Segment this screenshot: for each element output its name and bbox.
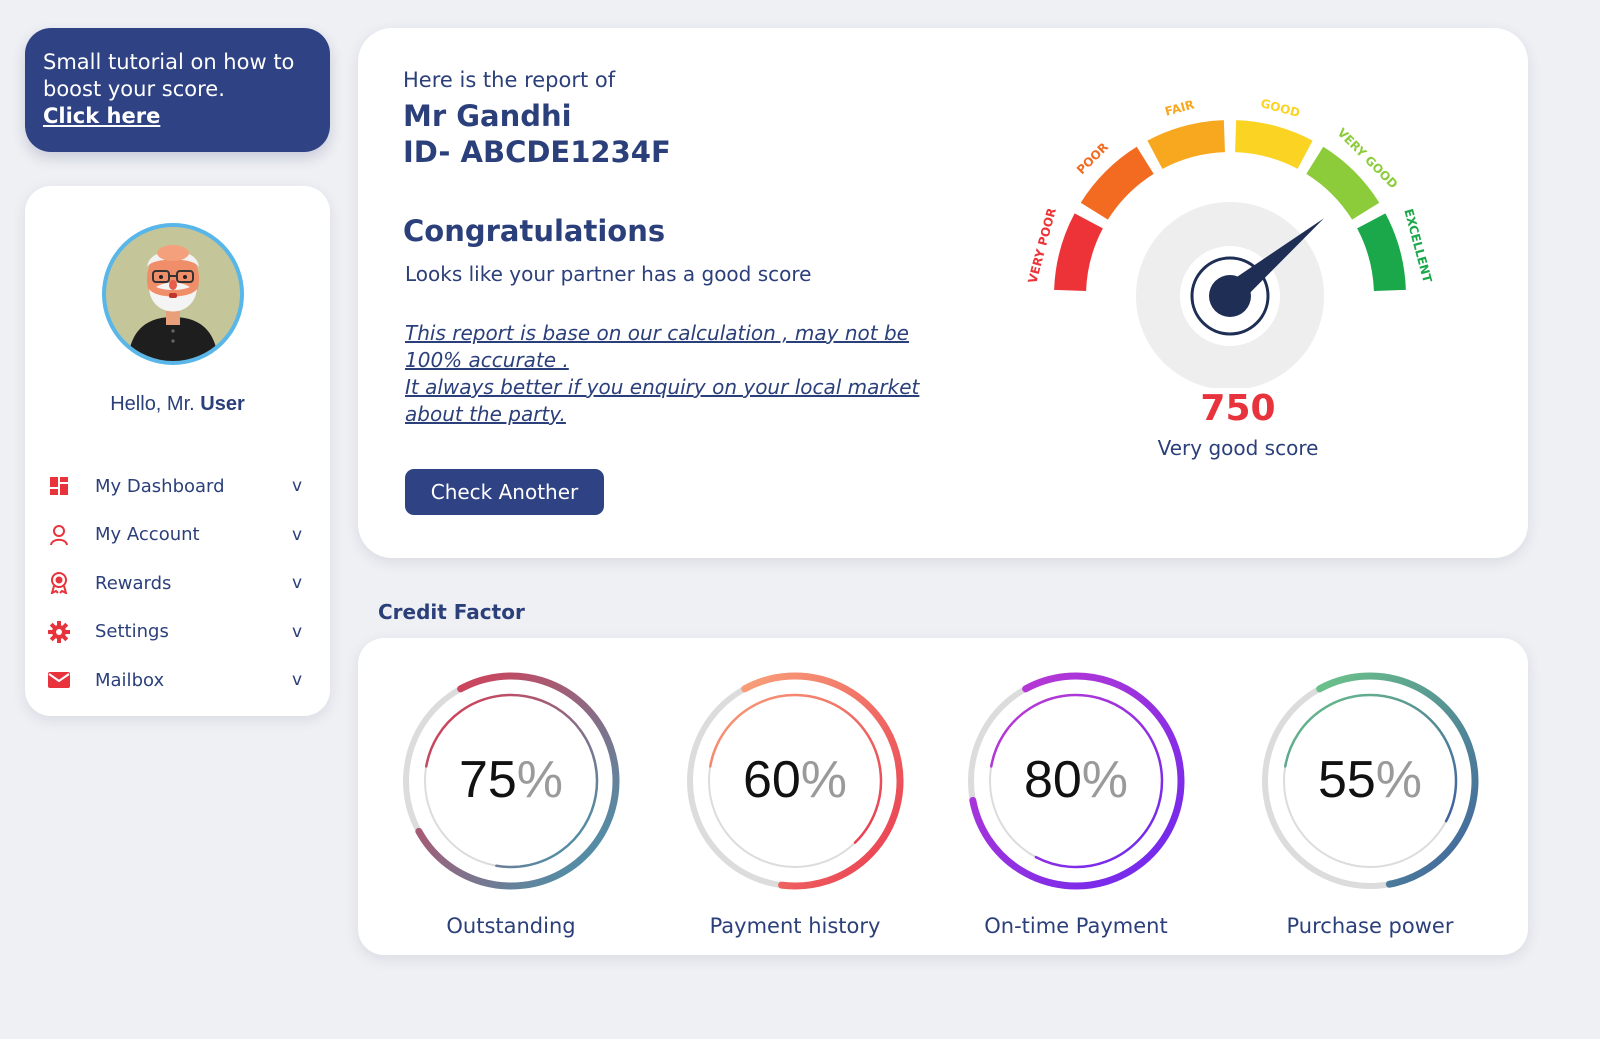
gauge-segment-label: FAIR (1163, 98, 1195, 119)
gauge-segment-label: GOOD (1259, 96, 1302, 120)
factor-value: 80 (1023, 751, 1082, 809)
greeting-prefix: Hello, Mr. (110, 393, 195, 415)
sidebar-item-label: My Dashboard (95, 475, 225, 497)
factor-value: 55 (1317, 751, 1376, 809)
factor-percent: 55% (1255, 750, 1485, 810)
factor-on-time-payment: 80% On-time Payment (961, 666, 1201, 946)
ring-progress-inner (990, 693, 1164, 869)
factor-outstanding: 75% Outstanding (396, 666, 636, 946)
gauge-segment-label: POOR (1074, 140, 1111, 177)
ring-progress-outer (1316, 672, 1479, 888)
sidebar-item-label: Rewards (95, 572, 172, 594)
factor-value: 60 (742, 751, 801, 809)
report-card: Here is the report of Mr Gandhi ID- ABCD… (358, 28, 1528, 558)
disclaimer-line-2: It always better if you enquiry on your … (405, 375, 920, 426)
mail-icon (47, 668, 71, 692)
ring-progress-outer (415, 672, 620, 890)
check-another-button[interactable]: Check Another (405, 469, 604, 515)
ring-progress-outer (741, 672, 904, 890)
sidebar-item-settings[interactable]: Settings v (47, 608, 307, 657)
chevron-down-icon[interactable]: v (291, 524, 303, 545)
greeting: Hello, Mr. User (25, 393, 330, 416)
gauge-segment (1054, 213, 1104, 292)
dashboard-icon (47, 474, 71, 498)
gauge-needle (1222, 218, 1325, 306)
credit-factor-card: 75% Outstanding 60% Payment history 80% … (358, 638, 1528, 955)
gauge-needle-pointer (1222, 218, 1325, 306)
sidebar-item-label: Settings (95, 621, 169, 643)
report-name: Mr Gandhi (403, 99, 572, 133)
percent-symbol: % (1375, 751, 1423, 809)
profile-sidebar: Hello, Mr. User My Dashboard v My Accoun… (25, 186, 330, 716)
gauge-segment (1234, 120, 1313, 170)
gauge-segment (1080, 146, 1155, 221)
sidebar-item-dashboard[interactable]: My Dashboard v (47, 462, 307, 511)
avatar-portrait-icon (128, 245, 218, 361)
user-icon (47, 523, 71, 547)
sidebar-item-rewards[interactable]: Rewards v (47, 559, 307, 608)
percent-symbol: % (516, 751, 564, 809)
chevron-down-icon[interactable]: v (291, 476, 303, 497)
gear-icon (47, 620, 71, 644)
gauge-segment (1305, 146, 1380, 221)
score-value: 750 (1200, 388, 1276, 429)
factor-percent: 80% (961, 750, 1191, 810)
gauge-segment-label: VERY POOR (1025, 206, 1059, 284)
percent-symbol: % (1081, 751, 1129, 809)
factor-ring (687, 672, 904, 890)
factor-percent: 60% (680, 750, 910, 810)
greeting-name: User (200, 393, 245, 415)
factor-payment-history: 60% Payment history (680, 666, 920, 946)
tutorial-link[interactable]: Click here (43, 104, 161, 128)
factor-label: On-time Payment (984, 914, 1168, 938)
chevron-down-icon[interactable]: v (291, 573, 303, 594)
sidebar-item-label: Mailbox (95, 669, 165, 691)
ring-progress-outer (969, 672, 1185, 890)
chevron-down-icon[interactable]: v (291, 670, 303, 691)
avatar (102, 223, 244, 365)
ring-progress-inner (1284, 693, 1458, 823)
factor-ring (968, 672, 1185, 890)
factor-ring (1262, 672, 1479, 889)
factor-percent: 75% (396, 750, 626, 810)
report-header: Mr Gandhi ID- ABCDE1234F (403, 98, 671, 170)
sidebar-item-label: My Account (95, 524, 200, 546)
tutorial-text: Small tutorial on how to boost your scor… (43, 50, 295, 101)
credit-factor-title: Credit Factor (378, 600, 525, 624)
factor-label: Purchase power (1286, 914, 1454, 938)
sidebar-menu: My Dashboard v My Account v Rewards v Se… (47, 462, 307, 705)
score-label: Very good score (1157, 436, 1319, 460)
ring-progress-inner (425, 693, 599, 869)
chevron-down-icon[interactable]: v (291, 621, 303, 642)
congrats-heading: Congratulations (403, 214, 666, 248)
gauge-segment (1356, 213, 1406, 292)
gauge-hub (1209, 275, 1251, 317)
gauge-segment-label: EXCELLENT (1401, 207, 1434, 285)
factor-label: Outstanding (446, 914, 576, 938)
report-disclaimer: This report is base on our calculation ,… (405, 320, 965, 428)
ring-progress-inner (709, 693, 883, 844)
percent-symbol: % (800, 751, 848, 809)
factor-ring (403, 672, 620, 890)
rewards-icon (47, 571, 71, 595)
report-subtitle: Looks like your partner has a good score (405, 262, 812, 286)
disclaimer-line-1: This report is base on our calculation ,… (405, 321, 909, 372)
sidebar-item-mailbox[interactable]: Mailbox v (47, 656, 307, 705)
gauge-segment (1147, 120, 1226, 170)
sidebar-item-account[interactable]: My Account v (47, 511, 307, 560)
factor-value: 75 (458, 751, 517, 809)
report-id: ID- ABCDE1234F (403, 135, 671, 169)
factor-purchase-power: 55% Purchase power (1255, 666, 1495, 946)
factor-label: Payment history (709, 914, 881, 938)
report-intro: Here is the report of (403, 68, 616, 92)
tutorial-card: Small tutorial on how to boost your scor… (25, 28, 330, 152)
